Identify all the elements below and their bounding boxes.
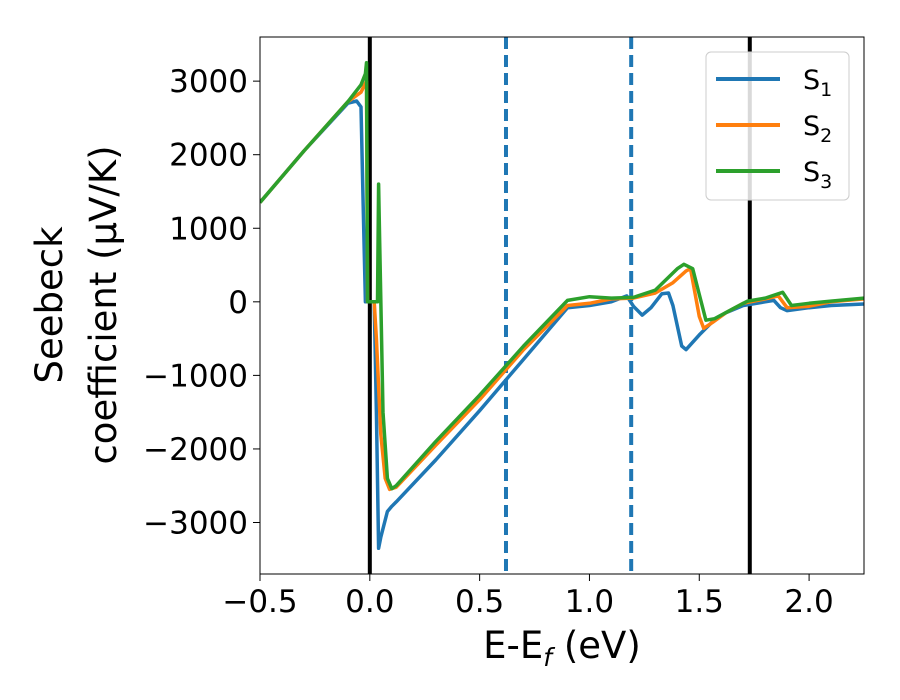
vertical-reference-lines: [367, 37, 752, 574]
y-tick-label: −3000: [143, 506, 248, 542]
x-axis-title: E-Ef (eV): [483, 624, 641, 672]
plot-frame: [259, 36, 865, 575]
x-axis-title-unit: (eV): [552, 624, 641, 667]
y-tick-label: −2000: [143, 432, 248, 468]
series-line-3: [260, 60, 864, 491]
legend-label-3: S3: [803, 157, 832, 193]
x-axis-ticks: −0.5 0.0 0.5 1.0 1.5 2.0: [222, 574, 834, 620]
x-axis-title-main: E-E: [483, 624, 543, 667]
series-lines: [260, 60, 864, 551]
x-tick-label: −0.5: [222, 584, 297, 620]
y-axis-title: Seebeck coefficient (μV/K): [28, 145, 125, 464]
y-axis-ticks: −3000 −2000 −1000 0 1000 2000 3000: [143, 64, 260, 542]
legend-label-2: S2: [803, 111, 832, 147]
y-axis-title-line1: Seebeck: [28, 226, 71, 384]
y-tick-label: 0: [228, 285, 248, 321]
x-tick-label: 0.5: [455, 584, 504, 620]
legend-label-1: S1: [803, 65, 832, 101]
y-axis-title-line2: coefficient (μV/K): [82, 145, 125, 464]
y-tick-label: 1000: [169, 211, 248, 247]
x-tick-label: 1.0: [565, 584, 614, 620]
x-tick-label: 1.5: [675, 584, 724, 620]
x-tick-label: 0.0: [345, 584, 394, 620]
legend: S1 S2 S3: [705, 51, 850, 201]
y-tick-label: 3000: [169, 64, 248, 100]
y-tick-label: 2000: [169, 138, 248, 174]
y-tick-label: −1000: [143, 358, 248, 394]
x-tick-label: 2.0: [784, 584, 833, 620]
